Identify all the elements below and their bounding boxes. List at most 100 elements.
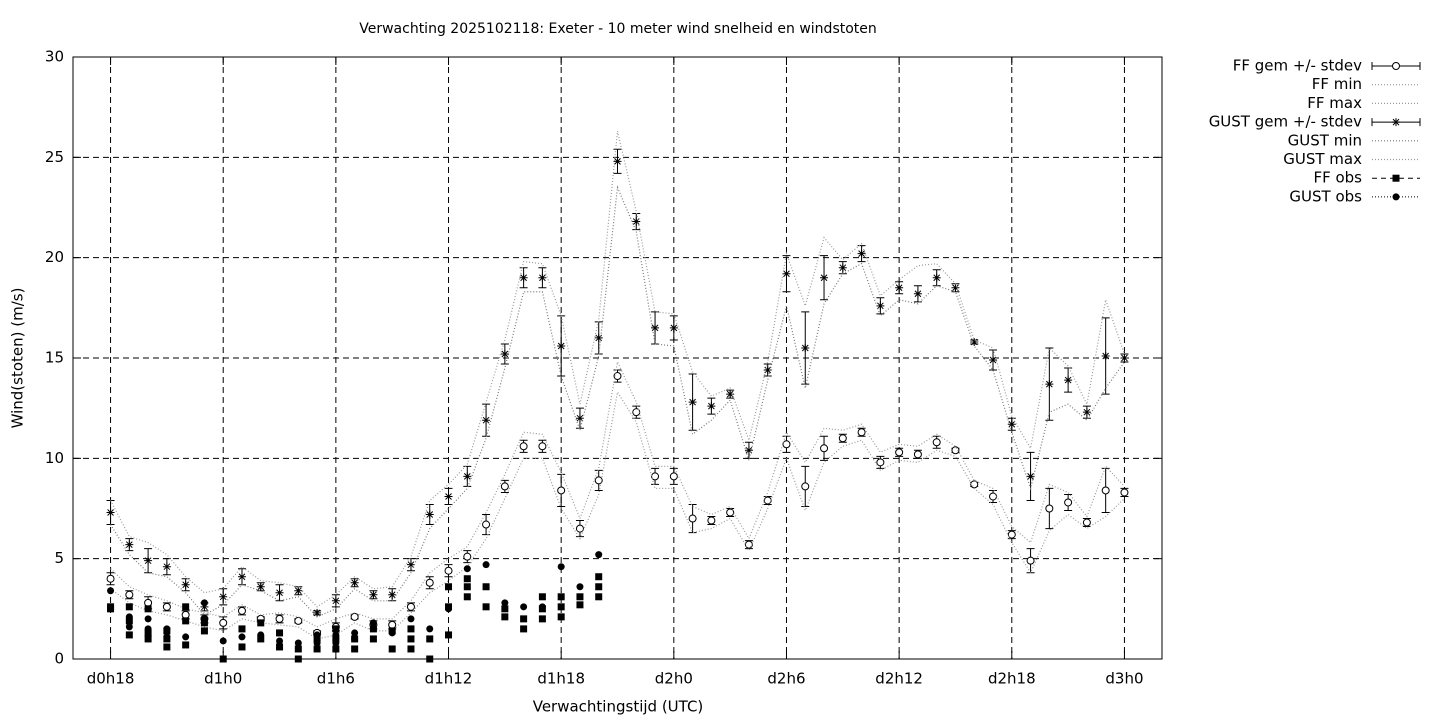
point <box>595 573 603 581</box>
point <box>406 560 415 569</box>
point <box>744 446 753 455</box>
point <box>388 645 396 653</box>
y-tick-label: 0 <box>54 650 64 668</box>
point <box>538 615 546 623</box>
point <box>238 643 246 651</box>
line <box>110 131 1126 608</box>
x-tick-label: d2h6 <box>767 670 805 688</box>
point <box>144 598 153 607</box>
point <box>276 643 284 651</box>
point <box>294 616 303 625</box>
point <box>200 599 208 607</box>
point <box>425 578 434 587</box>
point <box>313 631 321 639</box>
point <box>144 629 152 637</box>
point <box>237 606 246 615</box>
point <box>125 603 133 611</box>
point <box>557 603 565 611</box>
point <box>913 289 922 298</box>
point <box>913 450 922 459</box>
point <box>576 583 584 591</box>
point <box>200 619 208 627</box>
point <box>313 635 321 643</box>
point <box>200 615 208 623</box>
point <box>125 631 133 639</box>
legend-label: FF min <box>1312 75 1362 93</box>
point <box>463 575 471 583</box>
x-axis-label: Verwachtingstijd (UTC) <box>533 698 704 716</box>
line <box>110 390 1125 640</box>
point <box>575 524 584 533</box>
point <box>125 623 133 631</box>
point <box>275 614 284 623</box>
point <box>520 625 528 633</box>
point <box>932 273 941 282</box>
point <box>726 390 735 399</box>
point <box>332 645 340 653</box>
point <box>163 625 171 633</box>
point <box>351 645 359 653</box>
point <box>482 561 490 569</box>
point <box>294 586 303 595</box>
point <box>163 633 171 641</box>
point <box>200 627 208 635</box>
point <box>951 446 960 455</box>
point <box>801 482 810 491</box>
point <box>595 583 603 591</box>
point <box>482 416 491 425</box>
point <box>219 618 228 627</box>
point <box>107 587 115 595</box>
y-tick-label: 5 <box>54 549 64 567</box>
x-tick-label: d3h0 <box>1105 670 1143 688</box>
point <box>106 508 115 517</box>
point <box>219 592 228 601</box>
point <box>445 583 453 591</box>
point <box>557 563 565 571</box>
point <box>332 635 340 643</box>
point <box>857 249 866 258</box>
point <box>407 645 415 653</box>
point <box>144 556 153 565</box>
point <box>125 540 134 549</box>
point <box>144 605 152 613</box>
y-tick-label: 25 <box>45 148 64 166</box>
x-tick-label: d2h12 <box>875 670 923 688</box>
plot-border <box>72 56 1163 660</box>
point <box>820 273 829 282</box>
point <box>369 590 378 599</box>
point <box>426 635 434 643</box>
point <box>144 635 152 643</box>
point <box>407 635 415 643</box>
point <box>181 610 190 619</box>
point <box>970 480 979 489</box>
point <box>182 617 190 625</box>
point <box>256 582 265 591</box>
point <box>557 613 565 621</box>
point <box>275 588 284 597</box>
point <box>182 603 190 611</box>
point <box>331 596 340 605</box>
point <box>801 343 810 352</box>
point <box>125 590 134 599</box>
legend-marker <box>1392 62 1400 70</box>
point <box>407 625 415 633</box>
point <box>200 602 209 611</box>
point <box>1120 488 1129 497</box>
point <box>445 631 453 639</box>
point <box>538 603 546 611</box>
point <box>989 356 998 365</box>
point <box>688 398 697 407</box>
point <box>463 583 471 591</box>
point <box>1082 518 1091 527</box>
point <box>1082 408 1091 417</box>
point <box>876 301 885 310</box>
point <box>163 643 171 651</box>
legend-marker <box>1392 193 1400 201</box>
chart-title: Verwachting 2025102118: Exeter - 10 mete… <box>359 21 877 37</box>
point <box>463 593 471 601</box>
point <box>895 283 904 292</box>
point <box>106 574 115 583</box>
point <box>594 333 603 342</box>
point <box>125 613 133 621</box>
point <box>237 572 246 581</box>
